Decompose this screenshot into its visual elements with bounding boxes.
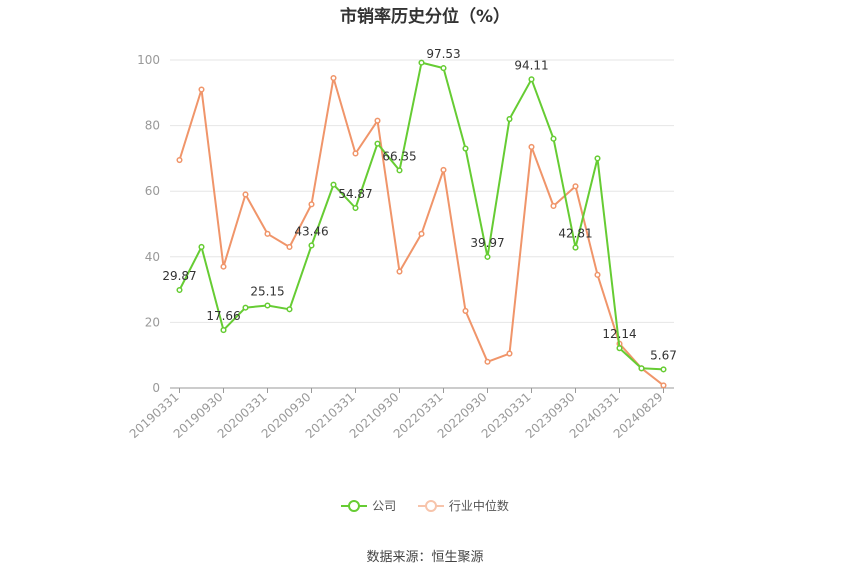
data-point (176, 156, 183, 164)
y-tick-label: 20 (145, 315, 160, 329)
data-point (594, 271, 601, 278)
data-point (264, 302, 271, 309)
data-point (550, 202, 557, 210)
data-point (462, 307, 469, 314)
y-tick-label: 0 (152, 381, 160, 395)
legend-item-industry-median[interactable]: 行业中位数 (417, 497, 509, 514)
data-point (660, 382, 667, 389)
data-point (440, 166, 447, 173)
data-point (418, 230, 425, 237)
legend-swatch-industry-median (417, 499, 444, 513)
data-point (484, 253, 491, 260)
data-point (352, 150, 359, 157)
data-label: 43.46 (294, 224, 328, 238)
data-point (374, 140, 381, 147)
data-label: 25.15 (250, 285, 284, 299)
data-point (220, 327, 227, 334)
data-point (594, 155, 601, 162)
data-point (572, 183, 579, 190)
data-label: 29.87 (162, 269, 196, 283)
data-point (308, 242, 315, 249)
y-tick-label: 60 (145, 184, 160, 198)
data-point (528, 143, 535, 150)
data-label: 97.53 (426, 47, 460, 61)
y-tick-label: 80 (145, 119, 160, 133)
data-point (308, 201, 315, 208)
legend-swatch-company (341, 499, 368, 513)
data-point (506, 115, 513, 123)
data-point (176, 286, 183, 294)
data-point (396, 167, 403, 174)
data-label: 66.35 (382, 149, 416, 163)
data-point (484, 358, 491, 365)
data-point (462, 145, 469, 152)
data-point (528, 76, 535, 83)
data-source: 数据来源：恒生聚源 (366, 550, 484, 565)
data-point (506, 350, 513, 357)
data-label: 94.11 (514, 58, 548, 72)
data-point (242, 191, 249, 198)
data-point (440, 65, 447, 72)
data-point (374, 117, 381, 124)
chart-title: 市销率历史分位（%） (339, 7, 511, 27)
data-label: 17.66 (206, 309, 240, 323)
data-label: 42.81 (558, 227, 592, 241)
data-point (638, 365, 645, 372)
data-point (286, 243, 293, 251)
data-point (660, 366, 667, 373)
data-label: 5.67 (650, 348, 677, 362)
data-point (198, 243, 205, 251)
grid-lines (170, 59, 674, 323)
data-label: 39.97 (470, 236, 504, 250)
series-lines (176, 59, 667, 389)
data-point (616, 345, 623, 352)
legend-item-company[interactable]: 公司 (341, 497, 396, 514)
data-point (286, 306, 293, 313)
data-label: 54.87 (338, 187, 372, 201)
data-point (572, 244, 579, 251)
data-point (198, 86, 205, 93)
data-point (330, 181, 337, 188)
data-point (550, 135, 557, 142)
data-point (242, 304, 249, 311)
data-point (396, 268, 403, 275)
y-tick-label: 40 (145, 250, 160, 264)
data-labels: 29.87 17.66 25.15 43.46 54.87 66.35 97.53 39.97… (162, 47, 677, 362)
y-tick-label: 100 (137, 53, 160, 67)
data-point (352, 204, 359, 212)
legend-label-industry-median: 行业中位数 (448, 499, 509, 513)
data-point (220, 263, 227, 270)
legend: 公司 行业中位数 (0, 497, 850, 516)
axes: 0204060801002019033120190930202003312020… (127, 53, 674, 441)
series-line-0 (178, 61, 664, 371)
data-point (264, 230, 271, 237)
data-point (418, 59, 425, 66)
data-point (330, 74, 337, 82)
data-label: 12.14 (602, 327, 636, 341)
legend-label-company: 公司 (372, 499, 397, 513)
